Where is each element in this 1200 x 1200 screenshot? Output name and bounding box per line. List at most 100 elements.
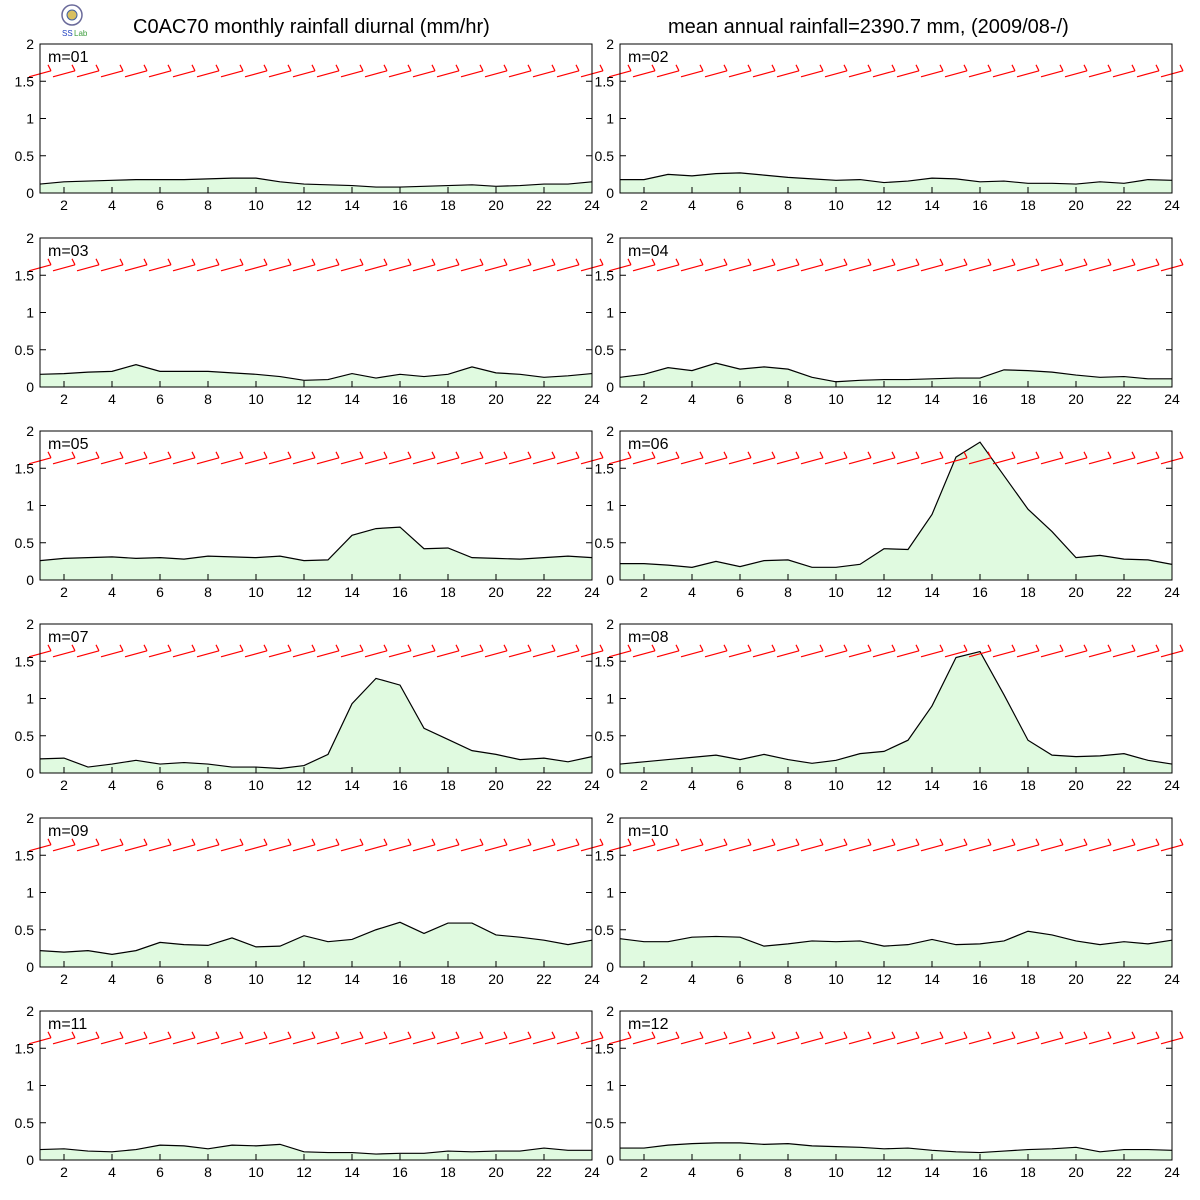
wind-barb [340,644,364,658]
wind-barb [340,258,364,272]
x-tick-label: 18 [1020,197,1036,213]
wind-barb [776,838,800,852]
wind-barb [460,644,484,658]
x-tick-label: 22 [536,197,552,213]
x-tick-label: 14 [924,777,940,793]
x-tick-label: 6 [156,777,164,793]
x-tick-label: 6 [156,584,164,600]
wind-barb [268,644,292,658]
x-tick-label: 16 [972,584,988,600]
wind-barb [968,1031,992,1045]
wind-barb [268,451,292,465]
wind-barb [656,644,680,658]
rainfall-line [39,177,593,188]
x-tick-label: 6 [736,1164,744,1180]
wind-barb [508,258,532,272]
rainfall-line [39,526,593,562]
x-tick-label: 24 [584,777,600,793]
wind-barb [1064,1031,1088,1045]
wind-barb [1112,644,1136,658]
x-tick-label: 14 [344,971,360,987]
wind-barb [316,258,340,272]
rainfall-area [40,364,592,387]
wind-barb [220,644,244,658]
x-tick-label: 10 [828,584,844,600]
wind-barb [704,1031,728,1045]
rainfall-area [40,678,592,773]
x-tick-label: 2 [640,584,648,600]
x-tick-label: 14 [344,584,360,600]
y-tick-label: 0.5 [595,728,615,744]
y-tick-label: 0.5 [595,1115,615,1131]
x-tick-label: 8 [784,197,792,213]
wind-barb [848,451,872,465]
x-tick-label: 8 [784,391,792,407]
chart-title-left: C0AC70 monthly rainfall diurnal (mm/hr) [133,16,490,38]
wind-barb [412,644,436,658]
x-tick-label: 22 [1116,777,1132,793]
wind-barb [1064,64,1088,78]
x-tick-label: 2 [640,197,648,213]
x-tick-label: 10 [248,971,264,987]
x-tick-label: 8 [784,971,792,987]
wind-barb [484,258,508,272]
wind-barb [100,644,124,658]
x-tick-label: 24 [1164,971,1180,987]
y-tick-label: 2 [26,423,34,439]
panel-frame [39,1010,593,1161]
month-label: m=05 [48,436,89,453]
month-label: m=02 [628,49,669,66]
wind-barb [752,644,776,658]
x-tick-label: 20 [488,584,504,600]
wind-barb [52,451,76,465]
x-tick-label: 4 [688,971,696,987]
wind-barb [992,1031,1016,1045]
wind-barb [920,451,944,465]
rainfall-line [39,677,593,770]
wind-barb [800,644,824,658]
x-tick-label: 12 [876,197,892,213]
y-tick-label: 0 [26,959,34,975]
x-tick-label: 12 [876,777,892,793]
wind-barb [848,838,872,852]
wind-barb [848,64,872,78]
wind-barb [920,644,944,658]
y-tick-label: 2 [26,230,34,246]
wind-barb [1112,64,1136,78]
x-tick-label: 10 [828,777,844,793]
wind-barb [556,258,580,272]
wind-barb [460,1031,484,1045]
x-tick-label: 18 [1020,584,1036,600]
wind-barb [76,64,100,78]
x-tick-label: 4 [688,777,696,793]
x-tick-label: 24 [1164,584,1180,600]
wind-barb [172,644,196,658]
wind-barb [364,838,388,852]
wind-barb [244,258,268,272]
x-tick-label: 4 [108,971,116,987]
wind-barb [848,644,872,658]
wind-barb [76,838,100,852]
wind-barb [364,451,388,465]
rainfall-area [620,651,1172,773]
x-tick-label: 6 [156,1164,164,1180]
panel-frame [39,623,593,774]
x-tick-label: 18 [440,391,456,407]
wind-barb [656,258,680,272]
wind-barb [776,1031,800,1045]
y-tick-label: 2 [606,230,614,246]
x-tick-label: 12 [296,1164,312,1180]
wind-barb [292,644,316,658]
x-tick-label: 10 [828,971,844,987]
x-tick-label: 18 [440,584,456,600]
x-tick-label: 4 [688,391,696,407]
wind-barb [244,644,268,658]
rainfall-area [620,172,1172,193]
x-tick-label: 14 [924,197,940,213]
x-tick-label: 10 [828,197,844,213]
wind-barb [508,64,532,78]
panel-grid: 00.511.522 4 6 8 10 12 14 16 18 20 22 24m=0100.511.… [15,36,1184,1180]
wind-barb [968,644,992,658]
wind-barb [556,838,580,852]
